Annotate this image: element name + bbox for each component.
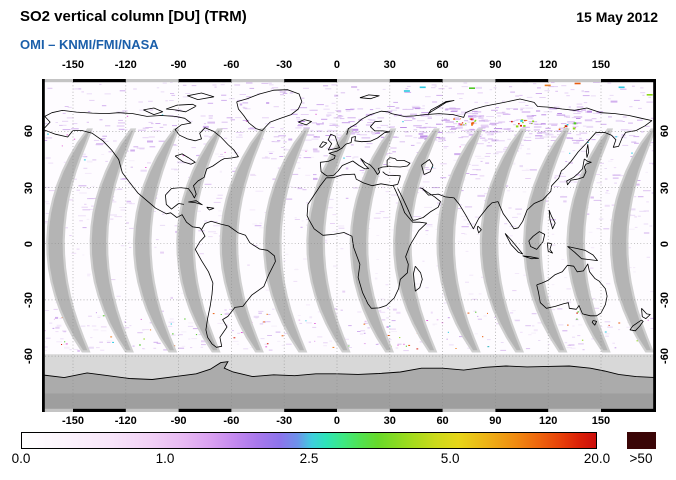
instrument-subtitle: OMI – KNMI/FMI/NASA: [20, 37, 159, 52]
lat-tick-label-right: 0: [659, 240, 671, 247]
lon-tick-label-bottom: -90: [170, 415, 187, 427]
lon-tick-label-top: 120: [538, 59, 558, 71]
colorbar-tick-label: 20.0: [583, 451, 611, 466]
colorbar-overflow-box: [627, 432, 656, 449]
lon-tick-label-bottom: -60: [223, 415, 240, 427]
lon-tick-label-bottom: 30: [383, 415, 396, 427]
lon-tick-label-top: 90: [489, 59, 502, 71]
lon-tick-label-top: -60: [223, 59, 240, 71]
colorbar-tick-label: 5.0: [440, 451, 460, 466]
colorbar-tick-label: 2.5: [299, 451, 319, 466]
lat-tick-label-right: 30: [659, 181, 671, 194]
lat-tick-label-left: 30: [23, 181, 35, 194]
lat-tick-label-left: 0: [23, 240, 35, 247]
date-label: 15 May 2012: [576, 9, 658, 25]
colorbar-tick-label: 0.0: [11, 451, 31, 466]
colorbar-overflow-label: >50: [629, 451, 653, 466]
lon-tick-label-bottom: 150: [591, 415, 611, 427]
world-map: [42, 79, 656, 412]
page-title: SO2 vertical column [DU] (TRM): [20, 8, 247, 25]
lon-tick-label-top: 150: [591, 59, 611, 71]
lon-tick-label-bottom: 120: [538, 415, 558, 427]
lon-tick-label-top: 60: [436, 59, 449, 71]
lon-tick-label-top: 30: [383, 59, 396, 71]
map-frame: [42, 79, 656, 412]
lat-tick-label-right: -60: [659, 348, 671, 364]
lon-tick-label-bottom: 90: [489, 415, 502, 427]
lon-tick-label-top: -30: [276, 59, 293, 71]
lat-tick-label-left: -60: [23, 348, 35, 364]
lat-tick-label-right: 60: [659, 125, 671, 138]
antarctica: [42, 361, 656, 412]
lon-tick-label-top: -90: [170, 59, 187, 71]
lat-tick-label-right: -30: [659, 291, 671, 308]
lat-tick-label-left: 60: [23, 125, 35, 138]
colorbar-gradient: [21, 432, 597, 449]
lon-tick-label-bottom: -120: [114, 415, 137, 427]
lon-tick-label-bottom: -150: [61, 415, 84, 427]
lon-tick-label-bottom: -30: [276, 415, 293, 427]
lat-tick-label-left: -30: [23, 291, 35, 308]
orbit-gap-swaths: [46, 128, 656, 353]
colorbar-tick-label: 1.0: [155, 451, 175, 466]
lon-tick-label-bottom: 0: [333, 415, 341, 427]
gridlines: [42, 79, 656, 412]
lon-tick-label-top: -150: [61, 59, 84, 71]
lon-tick-label-top: 0: [333, 59, 341, 71]
coastlines: [42, 89, 653, 348]
lon-tick-label-top: -120: [114, 59, 137, 71]
lon-tick-label-bottom: 60: [436, 415, 449, 427]
